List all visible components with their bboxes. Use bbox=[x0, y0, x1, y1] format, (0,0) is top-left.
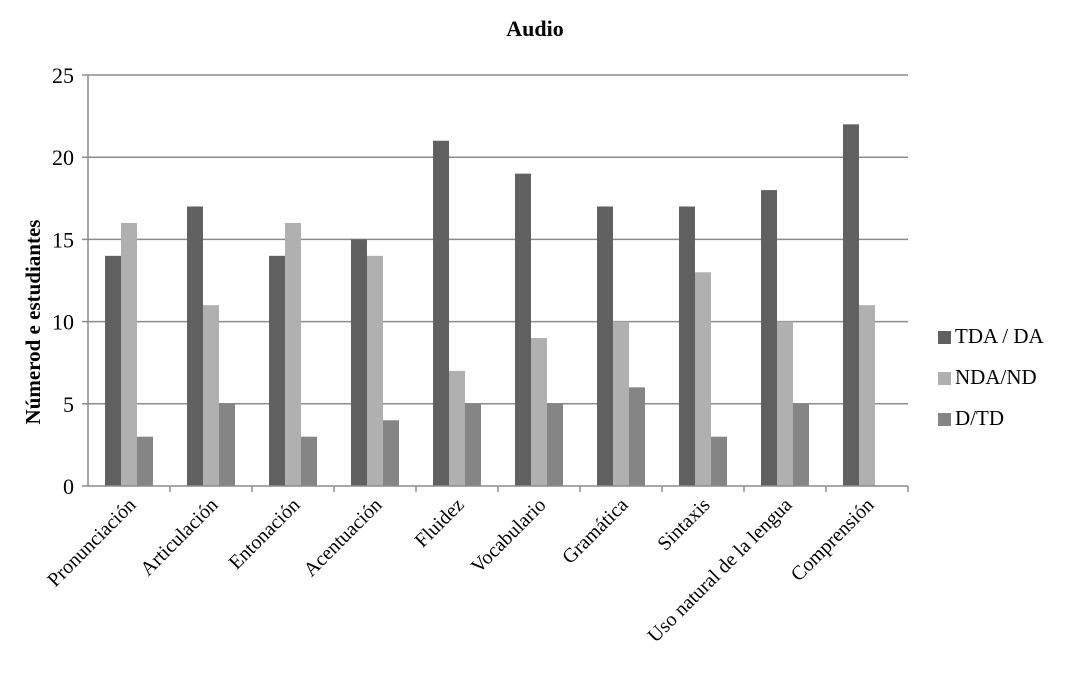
legend-label: TDA / DA bbox=[955, 324, 1045, 348]
bar bbox=[219, 403, 235, 486]
bar bbox=[449, 370, 465, 486]
bar bbox=[465, 403, 481, 486]
bar bbox=[597, 206, 613, 486]
x-tick-label: Pronunciación bbox=[43, 494, 140, 591]
y-axis-label: Númerod e estudiantes bbox=[21, 220, 45, 425]
chart-title: Audio bbox=[506, 16, 563, 41]
bar bbox=[121, 222, 137, 486]
bar bbox=[629, 387, 645, 486]
bar bbox=[695, 272, 711, 486]
x-tick-label: Fluidez bbox=[411, 494, 469, 552]
bar bbox=[351, 239, 367, 486]
bar bbox=[187, 206, 203, 486]
bar bbox=[547, 403, 563, 486]
x-tick-label: Uso natural de la lengua bbox=[644, 494, 797, 647]
x-tick-label: Articulación bbox=[136, 494, 222, 580]
bar bbox=[793, 403, 809, 486]
x-tick-label: Comprensión bbox=[787, 494, 879, 586]
bar bbox=[679, 206, 695, 486]
bar bbox=[367, 255, 383, 486]
x-tick-label: Acentuación bbox=[300, 494, 387, 581]
y-tick-labels: 0 5 10 15 20 25 bbox=[52, 63, 74, 499]
y-tick-label: 25 bbox=[52, 63, 74, 88]
legend: TDA / DA NDA/ND D/TD bbox=[938, 324, 1045, 430]
legend-label: NDA/ND bbox=[955, 365, 1037, 389]
bar bbox=[105, 255, 121, 486]
bar bbox=[383, 420, 399, 486]
bar bbox=[843, 124, 859, 486]
x-tick-label: Sintaxis bbox=[653, 494, 714, 555]
y-tick-label: 15 bbox=[52, 227, 74, 252]
x-tick-label: Vocabulario bbox=[467, 494, 551, 578]
y-tick-label: 20 bbox=[52, 145, 74, 170]
bar bbox=[203, 305, 219, 486]
y-tick-label: 10 bbox=[52, 310, 74, 335]
legend-swatch bbox=[938, 331, 951, 344]
bar bbox=[515, 173, 531, 486]
bar bbox=[777, 321, 793, 486]
x-tick-label: Gramática bbox=[558, 494, 633, 569]
bar bbox=[531, 338, 547, 486]
bar bbox=[137, 436, 153, 486]
bar bbox=[301, 436, 317, 486]
bar bbox=[859, 305, 875, 486]
bar bbox=[433, 140, 449, 486]
bar bbox=[285, 222, 301, 486]
bar bbox=[269, 255, 285, 486]
x-tick-label: Entonación bbox=[225, 494, 305, 574]
axes bbox=[82, 74, 909, 492]
bar bbox=[711, 436, 727, 486]
legend-swatch bbox=[938, 372, 951, 385]
bar bbox=[761, 190, 777, 486]
y-tick-label: 5 bbox=[63, 392, 74, 417]
legend-swatch bbox=[938, 413, 951, 426]
bars bbox=[105, 124, 875, 486]
bar bbox=[613, 321, 629, 486]
y-tick-label: 0 bbox=[63, 474, 74, 499]
legend-label: D/TD bbox=[955, 406, 1004, 430]
